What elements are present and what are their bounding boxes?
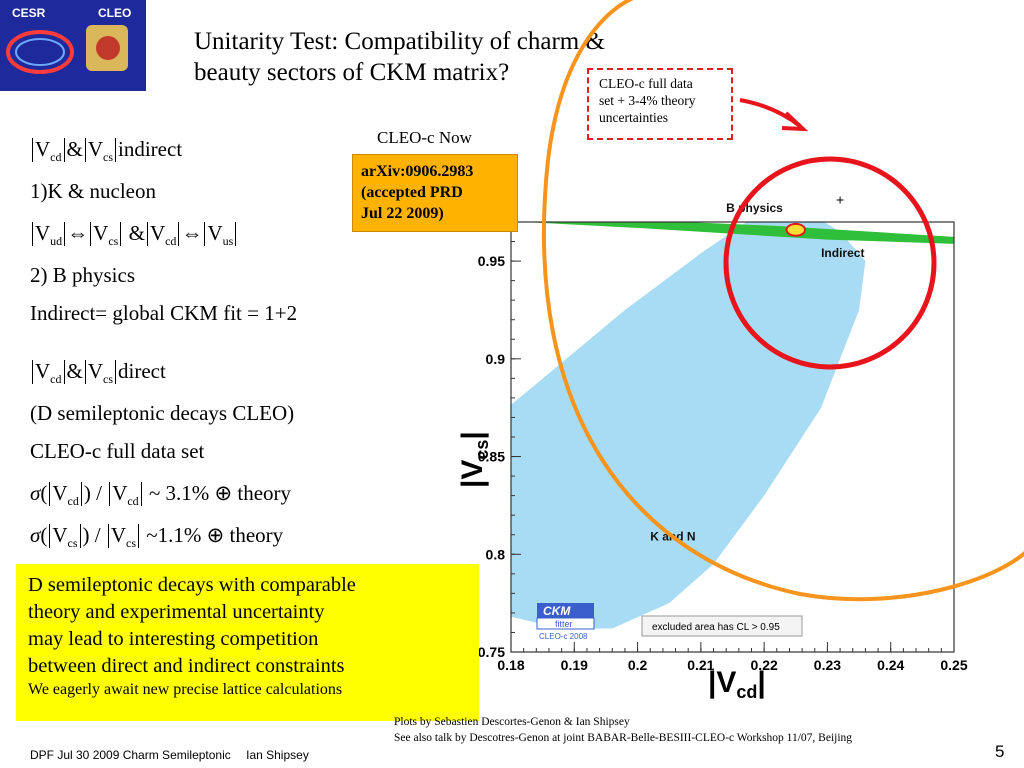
direct-word: direct <box>118 359 166 383</box>
badge-mid <box>536 617 595 630</box>
logo-graphic: CESR CLEO <box>6 6 131 74</box>
title-line-1: Unitarity Test: Compatibility of charm & <box>194 28 605 55</box>
badge-fitter: fitter <box>555 619 573 629</box>
x-axis-label: |Vcd| <box>708 666 766 702</box>
red-arrow-head <box>781 111 809 132</box>
credits-line-2: See also talk by Descotres-Genon at join… <box>394 732 853 744</box>
region-indirect <box>787 224 805 235</box>
y-tick-label-3: 0.9 <box>486 351 506 367</box>
label-indirect: Indirect <box>821 246 864 260</box>
step-1: 1)K & nucleon <box>30 179 156 203</box>
cesr-cleo-logo: CESR CLEO <box>0 0 146 91</box>
region-k-and-n <box>511 222 866 629</box>
orange-arc-top <box>546 0 634 161</box>
badge-cleo: CLEO-c 2008 <box>539 632 588 641</box>
conclusion-line-3: may lead to interesting competition <box>28 628 319 650</box>
sigma-vcs-value: ~1.1% <box>146 523 202 547</box>
dashed-note-line-3: uncertainties <box>599 110 668 125</box>
ckmfitter-badge: CKM fitter CLEO-c 2008 <box>536 603 595 641</box>
logo-cleo-text: CLEO <box>98 6 131 20</box>
arxiv-box: arXiv:0906.2983 (accepted PRD Jul 22 200… <box>352 154 518 232</box>
marker-plus: + <box>836 191 844 207</box>
y-tick-label-2: 0.85 <box>478 449 505 465</box>
conclusion-line-1: D semileptonic decays with comparable <box>28 574 356 596</box>
logo-detector-core <box>96 36 120 60</box>
arxiv-line-1: arXiv:0906.2983 <box>361 163 474 180</box>
formula-unitarity-relations: Vud ⇔ Vcs & Vcd ⇔ Vus <box>30 220 238 254</box>
indirect-definition: Indirect= global CKM fit = 1+2 <box>30 301 298 325</box>
orange-arc <box>542 159 1024 602</box>
region-b-physics <box>524 222 954 244</box>
x-tick-label-7: 0.25 <box>940 657 967 673</box>
step-2: 2) B physics <box>30 263 135 287</box>
x-tick-label-3: 0.21 <box>687 657 714 673</box>
x-tick-label-1: 0.19 <box>561 657 588 673</box>
dashed-note-line-2: set + 3-4% theory <box>599 93 696 108</box>
x-tick-label-2: 0.2 <box>628 657 648 673</box>
formula-sigma-vcs: σ(Vcs) / Vcs ~1.1% ⊕ theory <box>30 523 284 551</box>
conclusion-line-2: theory and experimental uncertainty <box>28 601 325 623</box>
logo-ring <box>6 30 74 74</box>
formula-vcd-vcs-direct: Vcd & Vcs direct <box>30 358 166 392</box>
arxiv-line-3: Jul 22 2009) <box>361 205 444 222</box>
badge-ckm: CKM <box>543 604 571 618</box>
formula-sigma-vcd: σ(Vcd) / Vcd ~ 3.1% ⊕ theory <box>30 481 292 509</box>
x-tick-label-4: 0.22 <box>751 657 778 673</box>
logo-cesr-text: CESR <box>12 6 46 20</box>
slide-title: Unitarity Test: Compatibility of charm &… <box>194 26 674 88</box>
y-tick-label-4: 0.95 <box>478 253 505 269</box>
indirect-word: indirect <box>118 137 183 161</box>
label-b-physics: B physics <box>726 201 783 215</box>
dashed-note-box: CLEO-c full data set + 3-4% theory uncer… <box>587 68 733 140</box>
conclusion-line-4: between direct and indirect constraints <box>28 655 345 677</box>
footer-author: Ian Shipsey <box>246 748 309 762</box>
badge-top <box>537 603 594 618</box>
cleo-now-label: CLEO-c Now <box>377 128 472 147</box>
cl-annotation-box <box>641 615 803 637</box>
x-tick-label-5: 0.23 <box>814 657 841 673</box>
credits-line-1: Plots by Sebastien Descortes-Genon & Ian… <box>394 716 630 728</box>
cl-annotation: excluded area has CL > 0.95 <box>652 622 780 633</box>
theory-word-1: theory <box>237 481 292 505</box>
conclusion-box: D semileptonic decays with comparable th… <box>16 564 479 721</box>
y-tick-label-1: 0.8 <box>486 546 506 562</box>
red-arrow-line <box>739 98 802 128</box>
arxiv-line-2: (accepted PRD <box>361 184 463 201</box>
theory-word-2: theory <box>229 523 284 547</box>
logo-inner-ring <box>15 38 65 66</box>
credits: Plots by Sebastien Descortes-Genon & Ian… <box>394 714 852 746</box>
formula-vcd-vcs-indirect: Vcd & Vcs indirect <box>30 136 182 170</box>
dashed-note-line-1: CLEO-c full data <box>599 76 693 91</box>
d-semileptonic-line: (D semileptonic decays CLEO) <box>30 401 295 425</box>
full-data-line: CLEO-c full data set <box>30 439 205 463</box>
conclusion-line-5: We eagerly await new precise lattice cal… <box>28 681 343 698</box>
y-axis-label: |Vcs| <box>456 431 492 488</box>
footer-conference: DPF Jul 30 2009 Charm Semileptonic <box>30 748 231 762</box>
title-line-2: beauty sectors of CKM matrix? <box>194 59 510 86</box>
red-highlight-circle <box>723 156 937 370</box>
sigma-vcd-value: ~ 3.1% <box>148 481 210 505</box>
footer: DPF Jul 30 2009 Charm Semileptonic Ian S… <box>30 748 321 762</box>
y-tick-label-0: 0.75 <box>478 644 505 660</box>
x-tick-label-6: 0.24 <box>877 657 904 673</box>
x-tick-label-0: 0.18 <box>497 657 524 673</box>
page-number: 5 <box>995 742 1005 761</box>
